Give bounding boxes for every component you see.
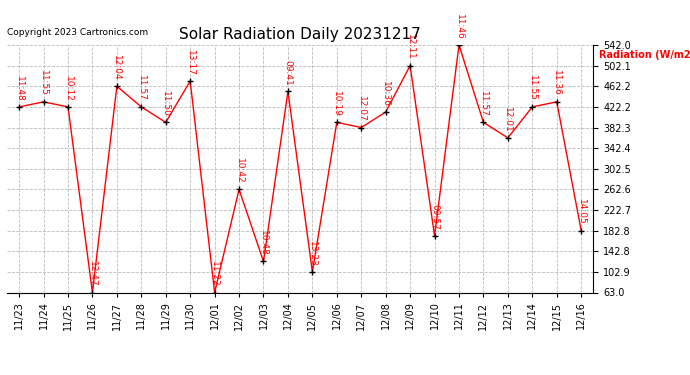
Text: 10:19: 10:19 — [333, 91, 342, 117]
Text: 10:36: 10:36 — [381, 81, 390, 106]
Text: 13:23: 13:23 — [308, 241, 317, 266]
Text: 11:22: 11:22 — [210, 261, 219, 287]
Text: 11:50: 11:50 — [161, 91, 170, 117]
Text: 11:57: 11:57 — [137, 75, 146, 101]
Text: 10:12: 10:12 — [63, 76, 72, 101]
Text: 11:36: 11:36 — [552, 70, 561, 96]
Text: 12:01: 12:01 — [504, 106, 513, 132]
Text: 10:48: 10:48 — [259, 230, 268, 256]
Text: 12:11: 12:11 — [406, 34, 415, 60]
Text: 11:48: 11:48 — [14, 76, 23, 101]
Text: 11:55: 11:55 — [528, 75, 537, 101]
Text: 12:04: 12:04 — [112, 55, 121, 81]
Text: 14:05: 14:05 — [577, 199, 586, 225]
Text: 10:42: 10:42 — [235, 158, 244, 184]
Text: Copyright 2023 Cartronics.com: Copyright 2023 Cartronics.com — [7, 28, 148, 37]
Text: 13:17: 13:17 — [186, 50, 195, 75]
Text: 11:55: 11:55 — [39, 70, 48, 96]
Text: 11:46: 11:46 — [455, 14, 464, 39]
Title: Solar Radiation Daily 20231217: Solar Radiation Daily 20231217 — [179, 27, 421, 42]
Text: 12:47: 12:47 — [88, 261, 97, 287]
Text: Radiation (W/m2): Radiation (W/m2) — [599, 50, 690, 60]
Text: 11:57: 11:57 — [479, 91, 488, 117]
Text: 12:07: 12:07 — [357, 96, 366, 122]
Text: 09:41: 09:41 — [284, 60, 293, 86]
Text: 09:57: 09:57 — [430, 204, 439, 230]
